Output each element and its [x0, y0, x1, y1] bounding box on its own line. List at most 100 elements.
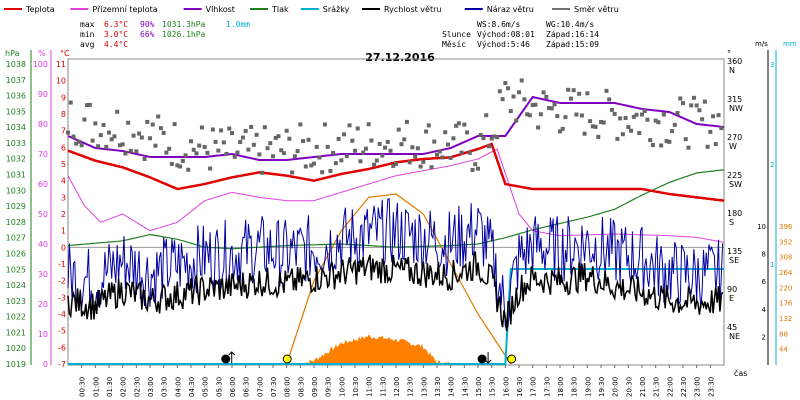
ms-tick: 4	[762, 306, 767, 314]
wind-direction-point	[648, 138, 653, 143]
pct-tick: 20	[38, 300, 48, 309]
hpa-tick: 1038	[6, 60, 26, 69]
wind-direction-point	[629, 128, 634, 133]
degc-tick: 11	[56, 60, 66, 69]
wind-direction-point	[383, 145, 388, 150]
wind-direction-point	[208, 166, 213, 171]
wind-direction-point	[404, 119, 409, 124]
hpa-tick: 1020	[6, 344, 26, 353]
wind-direction-point	[702, 99, 707, 104]
wind-direction-point	[240, 135, 245, 140]
wind-direction-point	[158, 126, 163, 131]
pct-tick: 100	[33, 60, 48, 69]
time-tick: 08:00	[284, 377, 292, 397]
wind-direction-point	[109, 137, 114, 142]
wind-direction-point	[432, 139, 437, 144]
wind-direction-point	[467, 150, 472, 155]
wind-direction-point	[333, 161, 338, 166]
wind-direction-point	[486, 144, 491, 149]
wind-direction-point	[435, 152, 439, 157]
wind-direction-point	[380, 153, 385, 158]
max-label: max	[80, 20, 95, 29]
wind-direction-point	[243, 129, 248, 134]
wind-direction-point	[681, 101, 685, 106]
wind-direction-point	[508, 109, 513, 114]
time-tick: 02:30	[133, 377, 141, 397]
wind-direction-point	[566, 87, 571, 92]
wind-direction-point	[552, 102, 557, 107]
wind-direction-point	[112, 134, 117, 139]
time-tick: 13:00	[420, 377, 428, 397]
wind-direction-point	[194, 151, 199, 156]
wind-direction-point	[391, 163, 396, 168]
time-tick: 06:00	[229, 377, 237, 397]
wind-direction-point	[295, 149, 300, 154]
time-tick: 18:30	[571, 377, 579, 397]
wind-direction-point	[189, 139, 193, 144]
moonrise-text: Východ:5:46	[477, 40, 530, 49]
wind-direction-point	[82, 117, 87, 122]
wind-direction-point	[451, 136, 456, 141]
wind-direction-point	[476, 166, 480, 171]
wind-direction-point	[541, 90, 546, 95]
wind-direction-point	[101, 122, 106, 127]
wind-direction-point	[410, 145, 415, 150]
hpa-tick: 1023	[6, 297, 26, 306]
wind-direction-point	[148, 136, 152, 141]
wind-direction-point	[363, 146, 368, 151]
axes: hPa% °C1038103710361035103410331032103110…	[5, 40, 797, 397]
stats-header: max 6.3°C 90% 1031.3hPa 1.0mm min 3.0°C …	[80, 20, 599, 64]
min-humidity: 66%	[140, 30, 155, 39]
wind-direction-point	[79, 143, 84, 148]
hpa-tick: 1037	[6, 76, 26, 85]
wind-direction-point	[708, 129, 713, 134]
hpa-tick: 1036	[6, 92, 26, 101]
radiation-area	[300, 334, 451, 365]
degc-tick: 8	[61, 110, 66, 119]
wind-direction-point	[161, 130, 166, 135]
time-tick: 17:00	[530, 377, 538, 397]
wind-direction-point	[568, 96, 573, 101]
wind-direction-point	[153, 143, 158, 148]
wind-direction-point	[656, 120, 661, 125]
wind-direction-point	[719, 126, 724, 131]
min-temp: 3.0°C	[104, 30, 128, 39]
radiation-tick: 396	[779, 223, 793, 231]
max-temp: 6.3°C	[104, 20, 128, 29]
wind-direction-point	[361, 150, 366, 155]
wind-direction-point	[418, 164, 423, 169]
time-tick: 20:30	[625, 377, 633, 397]
chart-title: 27.12.2016	[365, 51, 435, 64]
hpa-tick: 1026	[6, 249, 26, 258]
wind-direction-point	[273, 135, 278, 140]
wind-direction-point	[549, 106, 554, 111]
degc-tick: -5	[58, 327, 66, 336]
degc-tick: -7	[58, 360, 66, 369]
mm-tick: 3	[770, 61, 774, 69]
degc-tick: 3	[61, 193, 66, 202]
time-tick: 14:00	[448, 377, 456, 397]
wind-direction-point	[142, 156, 147, 161]
wind-direction-point	[402, 137, 407, 142]
wind-direction-point	[609, 107, 614, 112]
wind-direction-point	[560, 126, 565, 131]
wind-direction-point	[694, 103, 699, 108]
wind-gust-line	[67, 198, 724, 332]
dir-tick-label: SE	[729, 256, 739, 265]
wind-direction-point	[205, 150, 210, 155]
wind-direction-point	[314, 144, 319, 149]
radiation-tick: 44	[779, 346, 788, 354]
hpa-tick: 1022	[6, 313, 26, 322]
wind-direction-point	[691, 95, 696, 100]
wind-direction-point	[145, 119, 150, 124]
moon-rise-arrow	[228, 351, 236, 363]
wind-direction-point	[303, 164, 308, 169]
wind-direction-point	[634, 112, 639, 117]
wind-direction-point	[590, 124, 595, 129]
wind-direction-point	[396, 127, 401, 132]
moon-set-arrow	[484, 352, 492, 364]
wind-direction-point	[563, 115, 568, 120]
time-tick: 15:30	[489, 377, 497, 397]
wind-direction-point	[503, 81, 508, 86]
